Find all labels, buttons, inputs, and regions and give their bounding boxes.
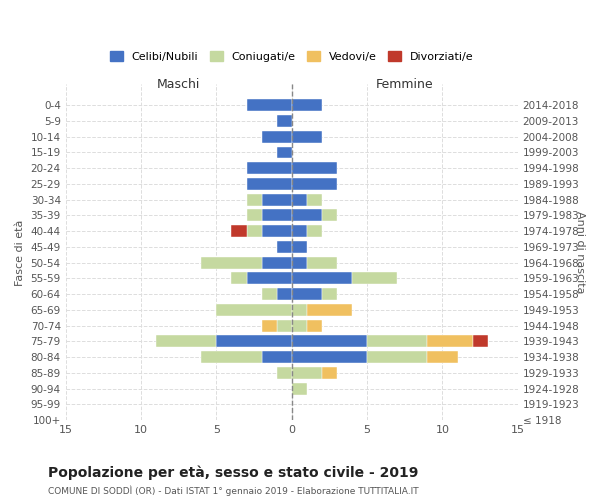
Bar [232, 225, 247, 237]
Bar [262, 351, 292, 363]
Bar [277, 320, 292, 332]
Bar [292, 320, 307, 332]
Bar [427, 351, 458, 363]
Text: Maschi: Maschi [157, 78, 200, 91]
Bar [292, 272, 352, 284]
Bar [262, 194, 292, 205]
Y-axis label: Fasce di età: Fasce di età [15, 219, 25, 286]
Bar [322, 288, 337, 300]
Bar [367, 351, 427, 363]
Bar [277, 367, 292, 379]
Bar [307, 320, 322, 332]
Bar [247, 194, 262, 205]
Bar [367, 336, 427, 347]
Bar [473, 336, 488, 347]
Bar [307, 225, 322, 237]
Bar [292, 178, 337, 190]
Bar [277, 288, 292, 300]
Bar [292, 225, 307, 237]
Bar [427, 336, 473, 347]
Bar [247, 272, 292, 284]
Bar [292, 382, 307, 394]
Bar [262, 225, 292, 237]
Bar [307, 304, 352, 316]
Bar [292, 256, 307, 268]
Bar [322, 210, 337, 222]
Bar [352, 272, 397, 284]
Bar [292, 241, 307, 253]
Text: COMUNE DI SODDÌ (OR) - Dati ISTAT 1° gennaio 2019 - Elaborazione TUTTITALIA.IT: COMUNE DI SODDÌ (OR) - Dati ISTAT 1° gen… [48, 485, 419, 496]
Bar [292, 210, 322, 222]
Bar [292, 367, 322, 379]
Bar [292, 131, 322, 142]
Bar [262, 131, 292, 142]
Bar [292, 351, 367, 363]
Y-axis label: Anni di nascita: Anni di nascita [575, 211, 585, 294]
Bar [292, 304, 307, 316]
Bar [247, 162, 292, 174]
Bar [277, 115, 292, 127]
Bar [277, 146, 292, 158]
Bar [262, 210, 292, 222]
Bar [156, 336, 217, 347]
Bar [277, 241, 292, 253]
Bar [247, 225, 262, 237]
Bar [247, 210, 262, 222]
Bar [217, 304, 292, 316]
Bar [247, 178, 292, 190]
Bar [307, 256, 337, 268]
Text: Femmine: Femmine [376, 78, 434, 91]
Bar [202, 256, 262, 268]
Bar [292, 100, 322, 111]
Legend: Celibi/Nubili, Coniugati/e, Vedovi/e, Divorziati/e: Celibi/Nubili, Coniugati/e, Vedovi/e, Di… [105, 46, 478, 66]
Bar [262, 320, 277, 332]
Bar [322, 367, 337, 379]
Bar [262, 288, 277, 300]
Text: Popolazione per età, sesso e stato civile - 2019: Popolazione per età, sesso e stato civil… [48, 465, 418, 479]
Bar [292, 288, 322, 300]
Bar [307, 194, 322, 205]
Bar [232, 272, 247, 284]
Bar [262, 256, 292, 268]
Bar [247, 100, 292, 111]
Bar [217, 336, 292, 347]
Bar [292, 162, 337, 174]
Bar [292, 336, 367, 347]
Bar [202, 351, 262, 363]
Bar [292, 194, 307, 205]
